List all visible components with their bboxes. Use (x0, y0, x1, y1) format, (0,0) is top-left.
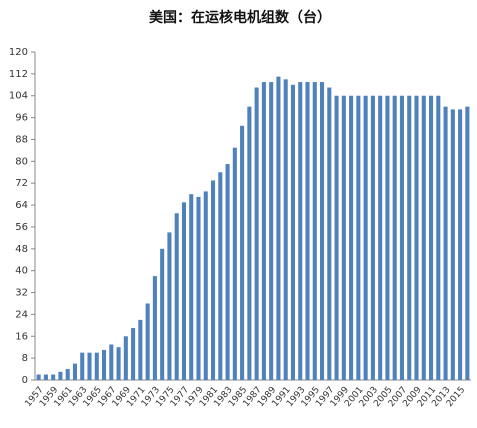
y-tick-label: 56 (15, 222, 28, 233)
bar (196, 196, 201, 380)
y-tick-label: 32 (15, 288, 28, 299)
bar (225, 164, 230, 380)
bar (145, 303, 150, 380)
bar (218, 172, 223, 380)
bar (101, 349, 107, 380)
bar (363, 95, 368, 380)
bar (378, 95, 383, 380)
y-tick-label: 16 (15, 331, 28, 342)
bar (370, 95, 375, 380)
bar (138, 319, 143, 380)
bar (167, 232, 172, 380)
y-tick-label: 64 (15, 200, 28, 211)
bar (334, 95, 339, 380)
bar (349, 95, 354, 380)
bar (181, 202, 187, 380)
bar (298, 82, 303, 381)
bar (341, 95, 346, 380)
bar (305, 82, 310, 381)
bar (458, 109, 463, 381)
y-tick-label: 72 (15, 178, 28, 189)
bar (428, 95, 434, 380)
bar (116, 347, 121, 380)
bar (465, 106, 470, 381)
bar (43, 374, 48, 380)
bar (232, 147, 237, 380)
y-tick-label: 48 (15, 244, 28, 255)
bar (356, 95, 361, 380)
bar (160, 248, 165, 380)
y-tick-label: 24 (15, 309, 28, 320)
bar (189, 194, 194, 380)
y-tick-label: 40 (15, 266, 28, 277)
bar (283, 79, 288, 380)
bar (319, 82, 325, 381)
bar (312, 82, 317, 381)
chart-title: 美国：在运核电机组数（台） (149, 9, 331, 26)
bar (36, 374, 41, 380)
bar (254, 87, 259, 381)
bar (269, 82, 274, 381)
y-tick-label: 112 (9, 69, 28, 80)
bar (392, 95, 397, 380)
bar (290, 84, 296, 381)
bar (80, 352, 85, 380)
bar (65, 369, 70, 380)
bar (152, 276, 157, 380)
bar (276, 76, 281, 380)
bar (72, 363, 78, 380)
bar (210, 180, 216, 380)
bar (247, 106, 252, 381)
bar (51, 374, 56, 380)
bar (414, 95, 419, 380)
bar (399, 95, 405, 380)
bar (94, 352, 99, 380)
bar (407, 95, 412, 380)
bar (123, 336, 128, 380)
bar (421, 95, 426, 380)
bar (450, 109, 455, 381)
bar (203, 191, 208, 380)
bar (109, 344, 114, 380)
y-tick-label: 96 (15, 113, 28, 124)
bar (174, 213, 179, 380)
bar (131, 328, 136, 380)
bar (443, 106, 448, 381)
bar (385, 95, 390, 380)
bar (261, 82, 266, 381)
bar (436, 95, 441, 380)
y-tick-label: 120 (9, 47, 28, 58)
bar (87, 352, 92, 380)
bar (240, 125, 245, 380)
y-tick-label: 8 (22, 353, 28, 364)
y-tick-label: 104 (9, 91, 28, 102)
y-tick-label: 88 (15, 134, 28, 145)
bar (58, 371, 63, 380)
bar (327, 87, 332, 381)
y-tick-label: 80 (15, 156, 28, 167)
y-tick-label: 0 (22, 375, 28, 386)
